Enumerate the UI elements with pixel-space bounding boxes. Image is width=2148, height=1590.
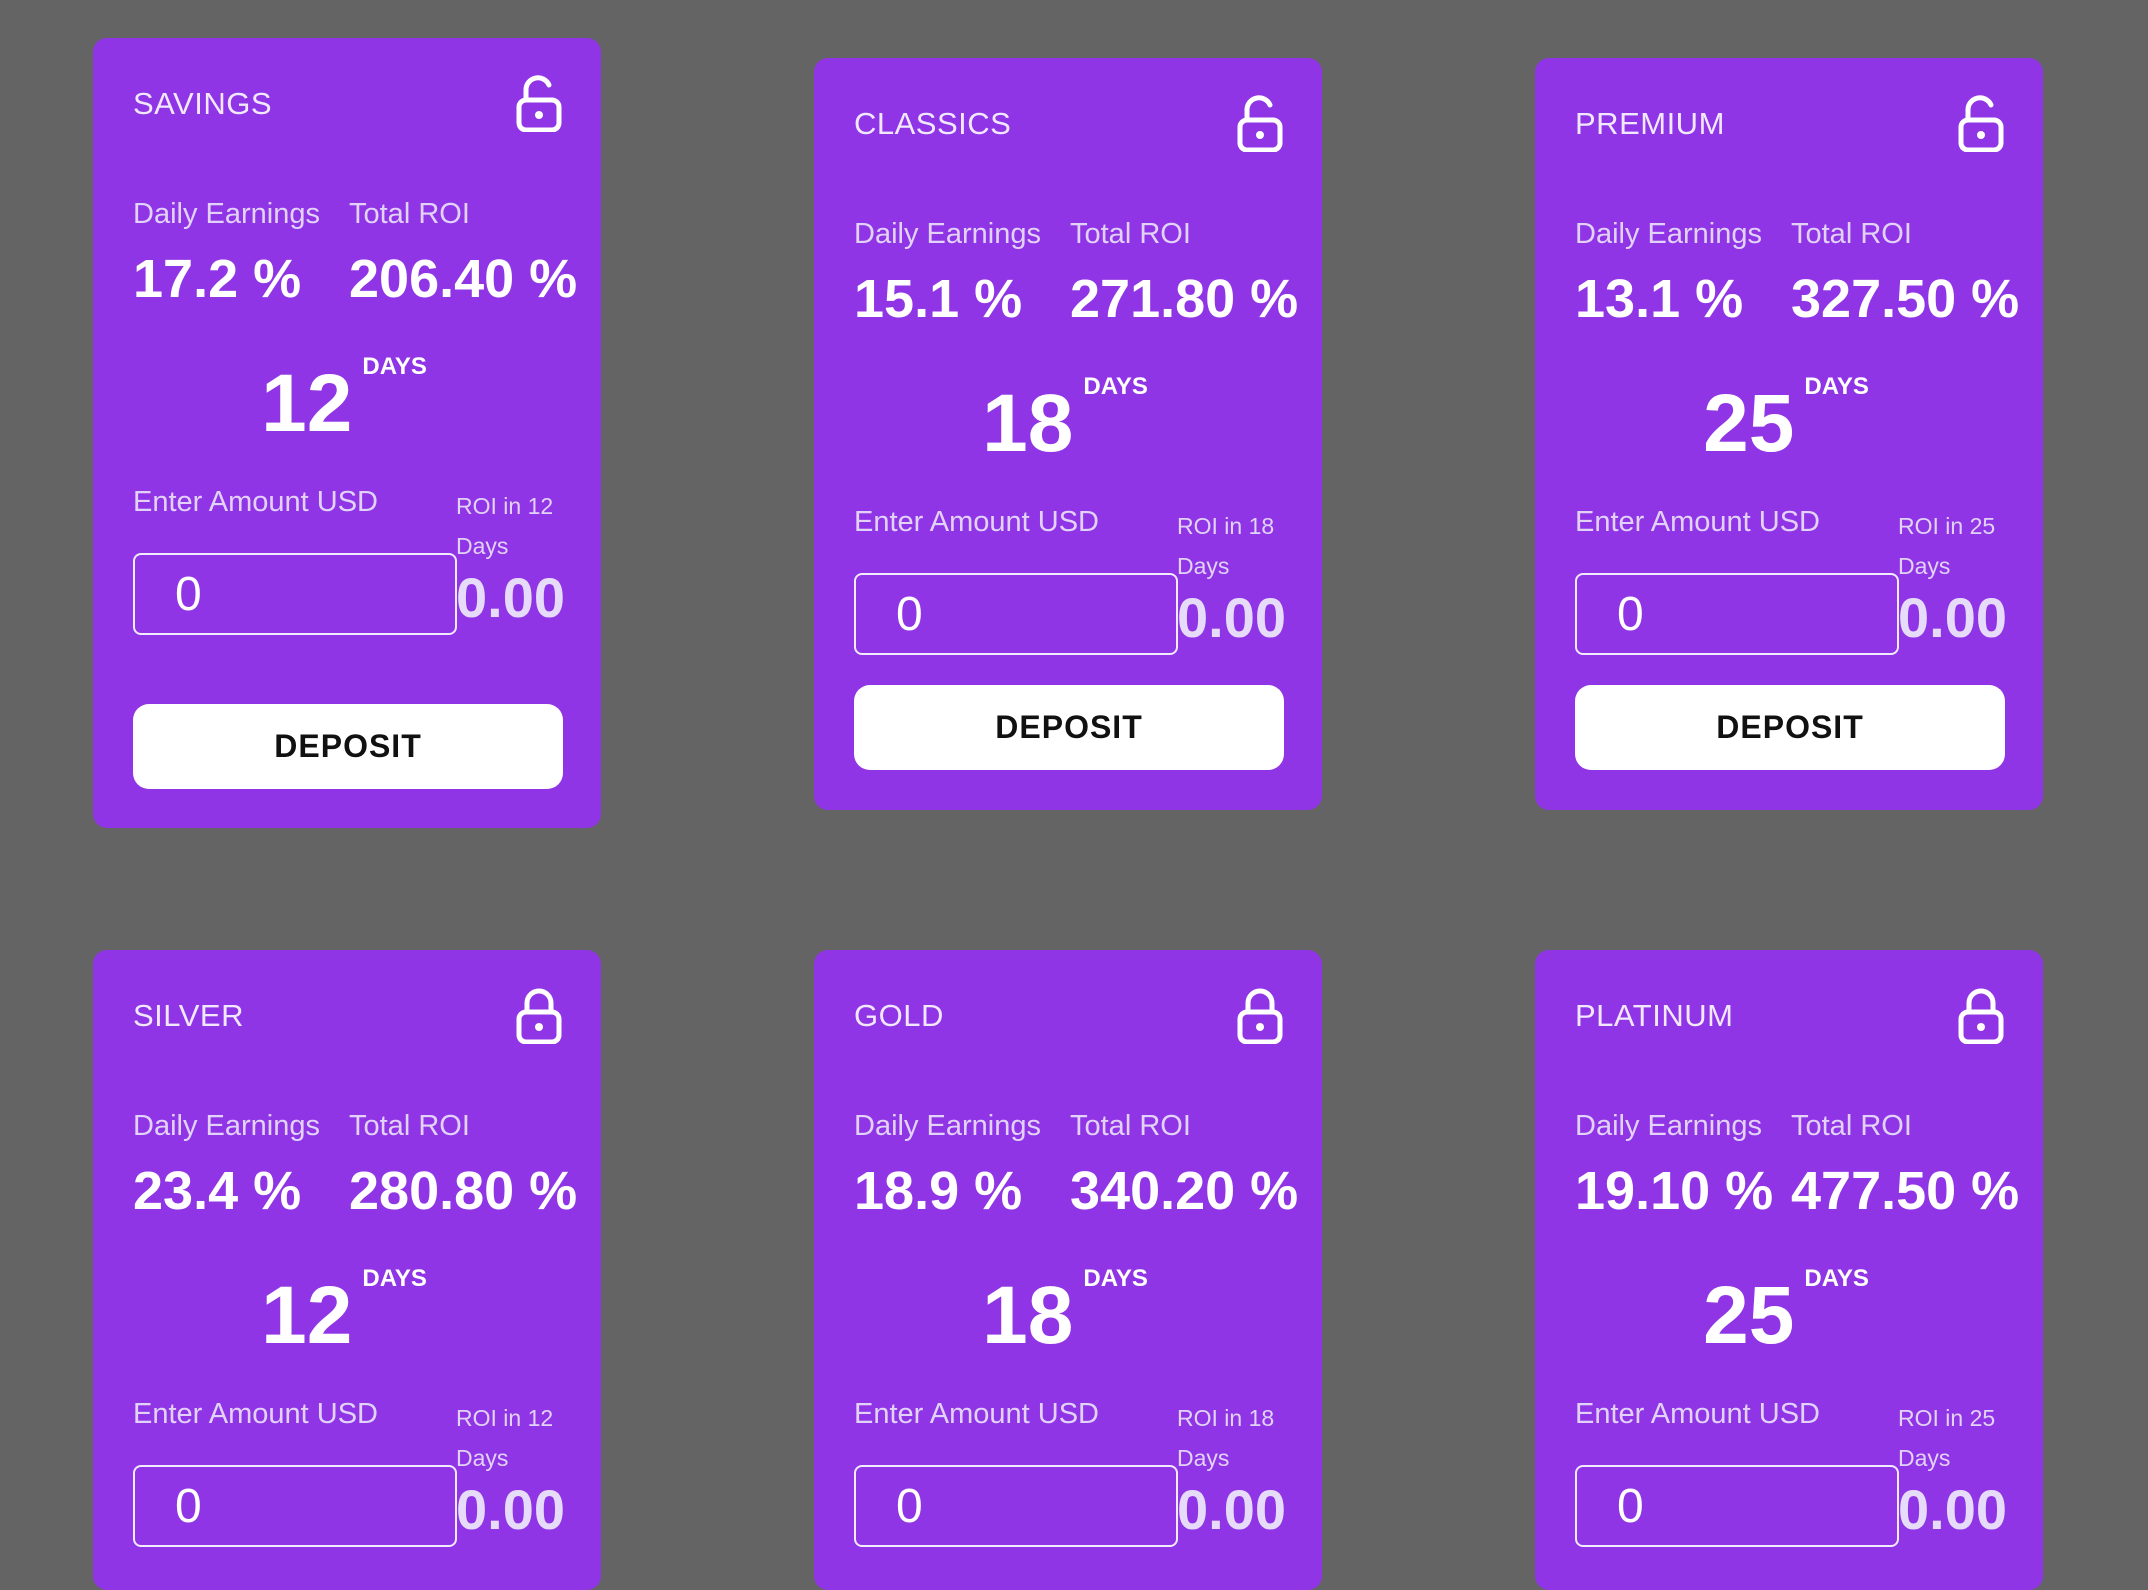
daily-earnings-label: Daily Earnings [854,1110,1041,1142]
roi-period-label: ROI in 12 Days [456,1405,554,1471]
unlock-icon [1958,95,2004,152]
duration-days: 12 [261,1269,353,1361]
duration-unit: DAYS [362,1265,427,1292]
roi-result: 0.00 [1898,586,2007,649]
plan-card-platinum: PLATINUM Daily Earnings Total ROI 19.10 … [1535,950,2043,1590]
plan-card-gold: GOLD Daily Earnings Total ROI 18.9 % 340… [814,950,1322,1590]
daily-earnings-value: 13.1 % [1575,269,1744,329]
duration-unit: DAYS [362,353,427,380]
duration-days: 18 [982,1269,1074,1361]
total-roi-label: Total ROI [1791,1110,1912,1142]
plan-name: PREMIUM [1575,106,1725,141]
deposit-button[interactable]: DEPOSIT [133,704,563,789]
amount-input[interactable] [854,1465,1178,1547]
roi-period-label: ROI in 18 Days [1177,513,1275,579]
duration-days: 18 [982,377,1074,469]
daily-earnings-value: 23.4 % [133,1161,302,1221]
roi-result: 0.00 [1177,1478,1286,1541]
amount-input[interactable] [1575,573,1899,655]
duration-unit: DAYS [1804,1265,1869,1292]
roi-result: 0.00 [1177,586,1286,649]
amount-label: Enter Amount USD [133,1398,378,1430]
duration-unit: DAYS [1804,373,1869,400]
lock-icon [1958,988,2004,1044]
plan-name: GOLD [854,998,944,1033]
duration-days: 25 [1703,1269,1795,1361]
daily-earnings-value: 19.10 % [1575,1161,1774,1221]
total-roi-label: Total ROI [1070,218,1191,250]
amount-label: Enter Amount USD [854,1398,1099,1430]
amount-label: Enter Amount USD [854,506,1099,538]
roi-result: 0.00 [456,1478,565,1541]
duration: 18 DAYS [814,373,1322,471]
roi-period-label: ROI in 25 Days [1898,1405,1996,1471]
duration: 25 DAYS [1535,373,2043,471]
lock-icon [516,988,562,1044]
duration: 18 DAYS [814,1265,1322,1363]
plan-card-savings: SAVINGS Daily Earnings Total ROI 17.2 % … [93,38,601,828]
roi-result: 0.00 [456,566,565,629]
plan-name: SILVER [133,998,244,1033]
plan-name: CLASSICS [854,106,1012,141]
duration-unit: DAYS [1083,373,1148,400]
daily-earnings-label: Daily Earnings [133,198,320,230]
plan-card-premium: PREMIUM Daily Earnings Total ROI 13.1 % … [1535,58,2043,810]
total-roi-value: 327.50 % [1791,269,2020,329]
total-roi-label: Total ROI [349,198,470,230]
lock-icon [1237,988,1283,1044]
plan-card-silver: SILVER Daily Earnings Total ROI 23.4 % 2… [93,950,601,1590]
roi-result: 0.00 [1898,1478,2007,1541]
unlock-icon [1237,95,1283,152]
total-roi-label: Total ROI [1070,1110,1191,1142]
roi-period-label: ROI in 18 Days [1177,1405,1275,1471]
duration: 25 DAYS [1535,1265,2043,1363]
total-roi-value: 280.80 % [349,1161,578,1221]
total-roi-value: 477.50 % [1791,1161,2020,1221]
daily-earnings-label: Daily Earnings [1575,218,1762,250]
duration-days: 12 [261,357,353,449]
roi-period-label: ROI in 12 Days [456,493,554,559]
deposit-button[interactable]: DEPOSIT [1575,685,2005,770]
amount-label: Enter Amount USD [1575,506,1820,538]
amount-label: Enter Amount USD [1575,1398,1820,1430]
total-roi-label: Total ROI [1791,218,1912,250]
duration-days: 25 [1703,377,1795,469]
deposit-button[interactable]: DEPOSIT [854,685,1284,770]
amount-input[interactable] [133,1465,457,1547]
daily-earnings-value: 18.9 % [854,1161,1023,1221]
total-roi-label: Total ROI [349,1110,470,1142]
plan-name: SAVINGS [133,86,273,121]
daily-earnings-label: Daily Earnings [854,218,1041,250]
duration: 12 DAYS [93,1265,601,1363]
total-roi-value: 340.20 % [1070,1161,1299,1221]
duration-unit: DAYS [1083,1265,1148,1292]
total-roi-value: 271.80 % [1070,269,1299,329]
amount-input[interactable] [854,573,1178,655]
amount-label: Enter Amount USD [133,486,378,518]
daily-earnings-value: 15.1 % [854,269,1023,329]
total-roi-value: 206.40 % [349,249,578,309]
amount-input[interactable] [1575,1465,1899,1547]
daily-earnings-label: Daily Earnings [1575,1110,1762,1142]
daily-earnings-label: Daily Earnings [133,1110,320,1142]
amount-input[interactable] [133,553,457,635]
unlock-icon [516,75,562,132]
plan-card-classics: CLASSICS Daily Earnings Total ROI 15.1 %… [814,58,1322,810]
plan-name: PLATINUM [1575,998,1734,1033]
duration: 12 DAYS [93,353,601,451]
roi-period-label: ROI in 25 Days [1898,513,1996,579]
daily-earnings-value: 17.2 % [133,249,302,309]
